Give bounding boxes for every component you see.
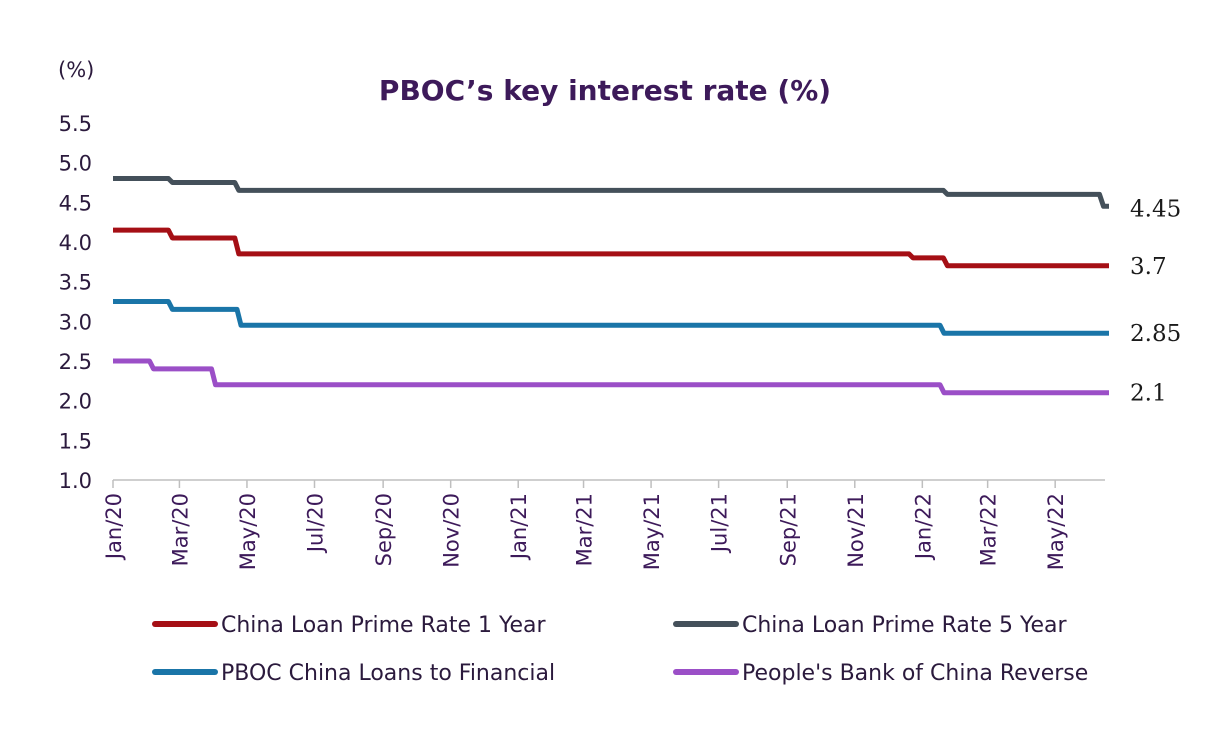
y-tick-label: 5.0	[59, 152, 92, 176]
x-tick-label: Jul/21	[708, 493, 732, 554]
legend-label: China Loan Prime Rate 5 Year	[742, 613, 1068, 638]
x-tick-label: Sep/20	[372, 493, 396, 566]
y-tick-label: 4.5	[59, 191, 92, 215]
x-tick-label: Mar/21	[573, 493, 597, 566]
x-tick-label: May/22	[1044, 493, 1068, 570]
series-group	[113, 176, 1109, 396]
x-tick-label: Mar/22	[977, 493, 1001, 566]
x-tick-label: May/20	[236, 493, 260, 570]
series-line-3	[113, 358, 1109, 396]
legend: China Loan Prime Rate 1 Year China Loan P…	[152, 613, 1088, 686]
axes-group: 1.0 1.5 2.0 2.5 3.0 3.5 4.0 4.5 5.0 5.5 Jan/20 Mar/…	[59, 112, 1105, 570]
x-tick-label: Nov/21	[844, 493, 868, 568]
series-line-0	[113, 227, 1109, 269]
x-tick-label: Nov/20	[440, 493, 464, 568]
end-labels-group: 3.7 4.45 2.85 2.1	[1130, 196, 1181, 406]
series-line-1	[113, 176, 1109, 209]
x-tick-label: May/21	[640, 493, 664, 570]
y-tick-label: 2.5	[59, 350, 92, 374]
y-tick-label: 3.0	[59, 310, 92, 334]
x-tick-label: Jan/21	[507, 493, 531, 561]
y-tick-label: 5.5	[59, 112, 92, 136]
y-tick-label: 2.0	[59, 390, 92, 414]
y-axis-unit-label: (%)	[58, 58, 94, 82]
end-value-label: 2.1	[1130, 381, 1167, 407]
y-tick-label: 3.5	[59, 271, 92, 295]
x-tick-label: Mar/20	[168, 493, 192, 566]
y-tick-label: 1.0	[59, 469, 92, 493]
y-tick-label: 1.5	[59, 429, 92, 453]
chart-title: PBOC’s key interest rate (%)	[379, 74, 831, 107]
y-tick-label: 4.0	[59, 231, 92, 255]
x-tick-label: Jan/22	[911, 493, 935, 561]
end-value-label: 3.7	[1130, 254, 1167, 280]
legend-label: People's Bank of China Reverse	[742, 661, 1088, 686]
end-value-label: 4.45	[1130, 196, 1181, 222]
legend-label: PBOC China Loans to Financial	[221, 661, 555, 686]
x-tick-label: Jul/20	[304, 493, 328, 554]
x-tick-label: Jan/20	[102, 493, 126, 561]
series-line-2	[113, 299, 1109, 336]
legend-label: China Loan Prime Rate 1 Year	[221, 613, 547, 638]
end-value-label: 2.85	[1130, 321, 1181, 347]
x-tick-label: Sep/21	[776, 493, 800, 566]
